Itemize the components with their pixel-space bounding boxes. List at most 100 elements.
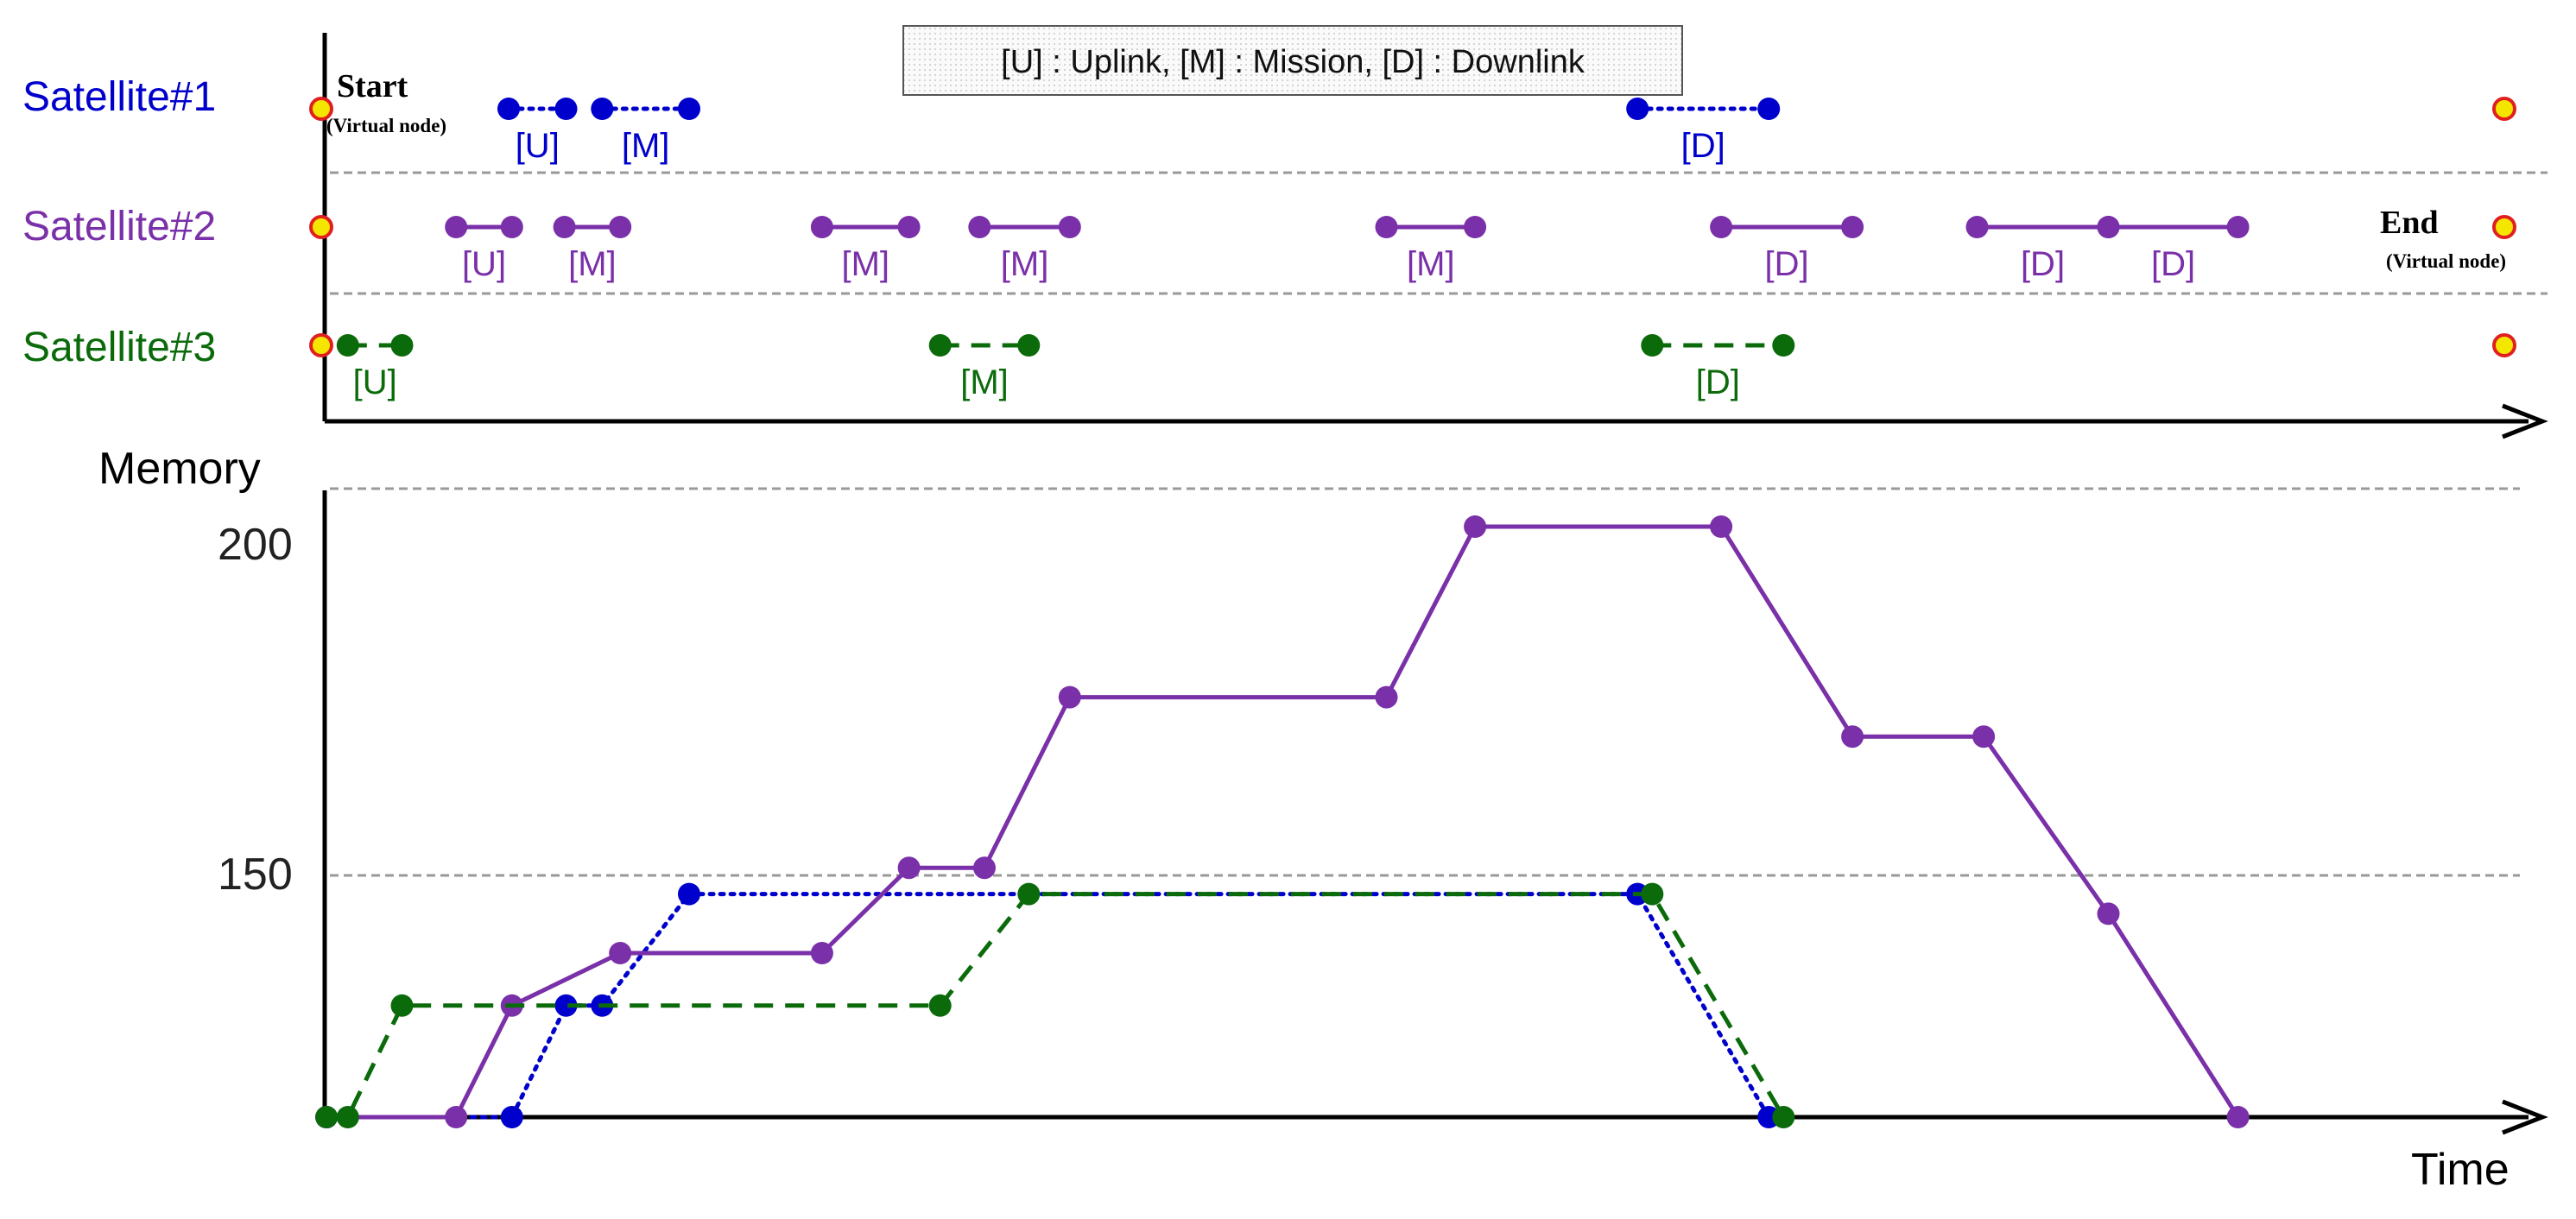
virtual-start-node (309, 333, 333, 357)
task-start-node (553, 216, 576, 238)
memory-series (315, 515, 2250, 1128)
memory-point (1772, 1106, 1795, 1128)
memory-point (336, 1106, 359, 1128)
sat2-task: [D] (1965, 216, 2120, 283)
memory-series-sat1 (315, 882, 1781, 1128)
task-end-node (2226, 216, 2250, 238)
task-start-node (591, 98, 614, 120)
memory-line (326, 892, 1786, 1120)
memory-point (2097, 902, 2120, 925)
sat2-task: [M] (968, 216, 1081, 283)
memory-point (554, 994, 578, 1017)
task-start-node (1375, 216, 1398, 238)
task-label: [U] (462, 245, 506, 283)
sat2-task: [M] (1375, 216, 1487, 283)
virtual-end-node (2492, 97, 2516, 121)
task-end-node (1464, 216, 1487, 238)
memory-point (897, 856, 921, 880)
memory-point (609, 942, 632, 964)
schedule-time-axis-arrowhead (2502, 403, 2548, 439)
memory-point (678, 882, 700, 906)
task-end-node (1017, 334, 1041, 357)
memory-axis-label: Memory (98, 444, 261, 494)
task-label: [D] (2021, 245, 2065, 283)
sat3-task: [U] (336, 334, 414, 401)
memory-point (445, 1106, 468, 1128)
legend-text: [U] : Uplink, [M] : Mission, [D] : Downl… (1001, 44, 1585, 80)
virtual-nodes (309, 97, 2516, 357)
sat2-task: [M] (553, 216, 632, 283)
task-start-node (1965, 216, 1989, 238)
task-end-node (500, 216, 523, 238)
memory-point (390, 994, 414, 1017)
virtual-end-node (2492, 333, 2516, 357)
task-start-node (928, 334, 952, 357)
memory-point (1641, 882, 1664, 906)
task-end-node (1757, 98, 1781, 120)
memory-point (1972, 725, 1996, 748)
task-label: [D] (2151, 245, 2195, 283)
task-end-node (1841, 216, 1864, 238)
sat2-task: [D] (2097, 216, 2250, 283)
legend: [U] : Uplink, [M] : Mission, [D] : Downl… (902, 25, 1683, 96)
legend-box (902, 25, 1683, 96)
memory-time-axis-arrowhead (2502, 1099, 2548, 1135)
task-label: [U] (353, 363, 397, 401)
sat2-task: [M] (810, 216, 921, 283)
task-end-node (390, 334, 414, 357)
task-start-node (810, 216, 833, 238)
task-end-node (554, 98, 578, 120)
memory-point (1058, 685, 1081, 709)
memory-point (1710, 515, 1733, 538)
memory-line (326, 524, 2240, 1120)
task-start-node (968, 216, 991, 238)
memory-point (1375, 685, 1398, 709)
virtual-end-node (2492, 215, 2516, 239)
task-start-node (1641, 334, 1664, 357)
task-label: [M] (622, 127, 670, 165)
task-end-node (1058, 216, 1081, 238)
task-end-node (678, 98, 700, 120)
satellite-3-name: Satellite#3 (22, 325, 216, 370)
task-label: [M] (1001, 245, 1049, 283)
memory-series-sat3 (315, 882, 1795, 1128)
task-label: [M] (1407, 245, 1455, 283)
memory-point (500, 1106, 523, 1128)
memory-point (1464, 515, 1487, 538)
sat3-task: [M] (928, 334, 1041, 401)
task-label: [U] (516, 127, 560, 165)
task-end-node (1772, 334, 1795, 357)
task-label: [D] (1696, 363, 1740, 401)
task-start-node (2097, 216, 2120, 238)
task-start-node (336, 334, 359, 357)
task-label: [M] (568, 245, 617, 283)
memory-point (1017, 882, 1041, 906)
memory-chart: Memory 200 150 Time (98, 444, 2548, 1195)
memory-point (973, 856, 996, 880)
task-end-node (609, 216, 632, 238)
memory-point (315, 1106, 339, 1128)
task-end-node (897, 216, 921, 238)
end-sublabel: (Virtual node) (2386, 250, 2506, 272)
virtual-start-node (309, 97, 333, 121)
sat1-task: [U] (497, 98, 578, 165)
memory-point (2226, 1106, 2250, 1128)
virtual-start-node (309, 215, 333, 239)
sat2-task: [D] (1710, 216, 1864, 283)
start-label: Start (337, 68, 408, 104)
sat1-task: [M] (591, 98, 700, 165)
task-label: [D] (1765, 245, 1809, 283)
task-start-node (1626, 98, 1649, 120)
task-label: [M] (960, 363, 1009, 401)
memory-tick-200: 200 (218, 520, 293, 570)
memory-point (1841, 725, 1864, 748)
start-sublabel: (Virtual node) (326, 115, 446, 136)
task-label: [M] (841, 245, 889, 283)
time-axis-label: Time (2411, 1145, 2510, 1195)
sat3-task: [D] (1641, 334, 1795, 401)
task-start-node (1710, 216, 1733, 238)
task-start-node (445, 216, 468, 238)
task-label: [D] (1681, 127, 1725, 165)
satellite-1-name: Satellite#1 (22, 74, 216, 120)
